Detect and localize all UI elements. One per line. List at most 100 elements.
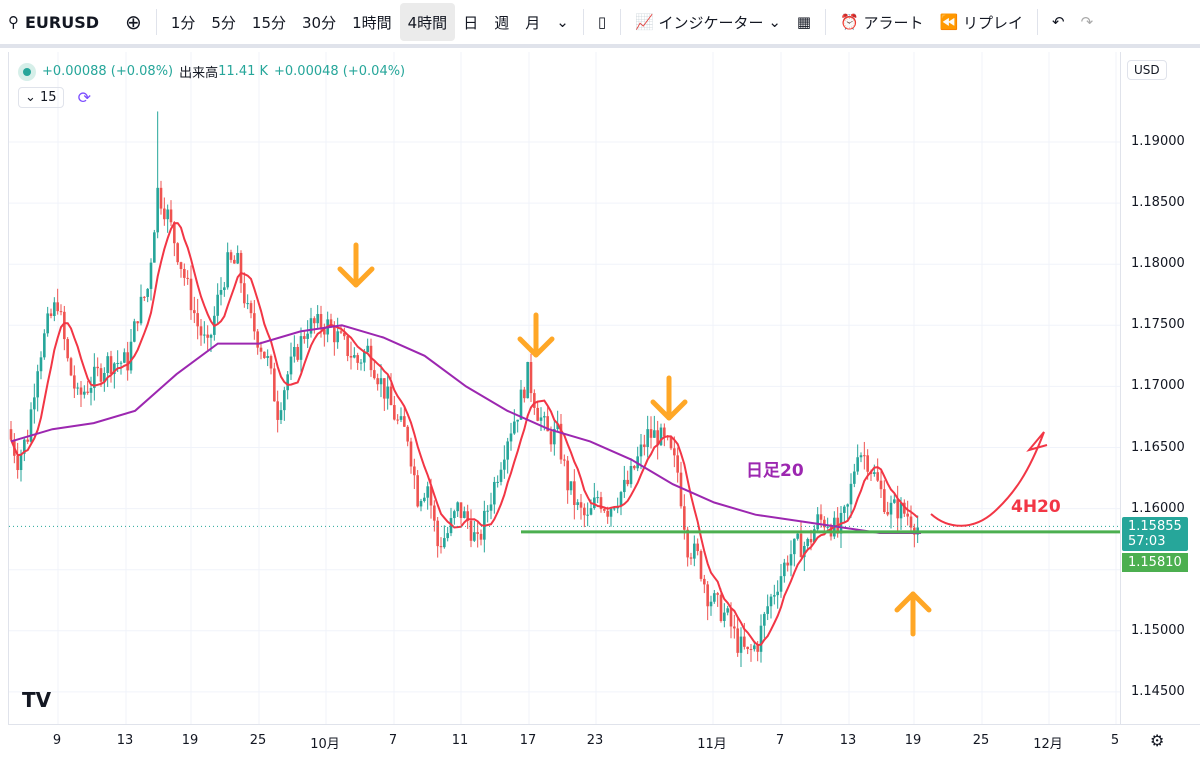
time-tick: 23	[586, 733, 604, 748]
candle-body	[649, 429, 653, 438]
candle-body	[133, 321, 136, 342]
candle-body	[673, 448, 676, 456]
candle-body	[179, 262, 183, 269]
price-axis[interactable]: USD 1.19000 1.18500 1.18000 1.17500 1.17000 1…	[1120, 52, 1200, 724]
candle-body	[879, 480, 883, 490]
candle-body	[669, 437, 673, 449]
candle-body	[383, 378, 386, 399]
candle-body	[889, 502, 893, 515]
indicator-row: ⌄ 15 ⟳	[18, 87, 91, 108]
settings-icon[interactable]: ⚙	[1150, 731, 1165, 750]
tradingview-logo: TV	[22, 688, 52, 712]
candle-body	[873, 472, 876, 474]
candle-body	[286, 374, 289, 391]
candle-body	[333, 326, 336, 343]
candle-body	[279, 410, 283, 420]
time-tick: 12月	[1033, 737, 1063, 752]
candle-body	[693, 543, 696, 559]
interval-5[interactable]: 4時間	[399, 3, 456, 41]
ma-length-toggle[interactable]: ⌄ 15	[18, 87, 64, 108]
candle-body	[323, 329, 326, 335]
candle-body	[153, 232, 156, 263]
candle-body	[469, 520, 473, 541]
change-value: +0.00088 (+0.08%)	[42, 64, 174, 79]
chevron-down-icon[interactable]: ⌄	[556, 13, 569, 31]
candle-body	[33, 397, 36, 410]
redo-icon[interactable]: ↷	[1080, 13, 1094, 31]
volume-label: 出来高	[179, 66, 219, 81]
candle-body	[496, 481, 499, 483]
currency-selector[interactable]: USD	[1127, 60, 1167, 80]
candle-body	[736, 628, 739, 653]
candle-body	[69, 358, 73, 376]
price-tick: 1.15000	[1131, 622, 1185, 638]
candle-body	[289, 356, 293, 375]
candle-body	[779, 576, 783, 592]
candle-body	[156, 187, 159, 233]
candle-body	[173, 222, 176, 244]
interval-3[interactable]: 30分	[302, 13, 337, 32]
candle-body	[619, 492, 623, 507]
candle-body	[856, 457, 859, 472]
refresh-icon[interactable]: ⟳	[77, 88, 91, 107]
candle-body	[886, 511, 889, 515]
candle-body	[59, 311, 63, 313]
candle-body	[569, 481, 573, 491]
candle-body	[309, 318, 313, 334]
candle-body	[389, 386, 393, 406]
candle-body	[576, 502, 579, 505]
candle-body	[613, 508, 616, 510]
candle-body	[246, 303, 249, 305]
candle-body	[579, 502, 583, 508]
time-tick: 17	[519, 733, 537, 748]
interval-1[interactable]: 5分	[211, 13, 236, 32]
candle-body	[749, 649, 753, 651]
candle-body	[683, 506, 686, 530]
time-tick: 19	[904, 733, 922, 748]
candle-body	[686, 529, 689, 558]
interval-8[interactable]: 月	[525, 13, 541, 32]
candle-body	[209, 334, 213, 338]
candle-body	[729, 608, 733, 627]
candle-body	[826, 526, 829, 528]
candle-body	[863, 455, 866, 457]
price-tick: 1.16500	[1131, 439, 1185, 455]
price-chart[interactable]: 日足20 4H20	[9, 52, 1121, 724]
candle-body	[199, 326, 203, 336]
symbol-search[interactable]: ⚲ EURUSD	[8, 12, 100, 32]
candle-body	[859, 455, 863, 458]
candle-style-icon[interactable]: ▯	[597, 13, 607, 31]
interval-0[interactable]: 1分	[170, 13, 196, 32]
candle-body	[206, 334, 209, 338]
candle-body	[646, 429, 649, 447]
candle-body	[89, 387, 93, 393]
candle-body	[453, 511, 456, 519]
candle-body	[633, 465, 636, 469]
candle-body	[726, 608, 729, 613]
alert-button[interactable]: ⏰ アラート	[840, 13, 924, 32]
replay-button[interactable]: ⏪ リプレイ	[939, 13, 1024, 32]
candle-body	[269, 356, 273, 369]
candle-body	[186, 277, 189, 279]
layouts-icon[interactable]: ▦	[796, 13, 812, 31]
indicators-button[interactable]: 📈 インジケーター ⌄	[635, 13, 781, 32]
candle-body	[119, 362, 123, 364]
undo-icon[interactable]: ↶	[1052, 13, 1065, 31]
candle-body	[239, 252, 243, 284]
chart-pane[interactable]: 日足20 4H20	[8, 52, 1121, 724]
interval-4[interactable]: 1時間	[352, 13, 392, 32]
interval-2[interactable]: 15分	[251, 13, 286, 32]
compare-button[interactable]: ⊕	[125, 10, 142, 34]
candle-body	[36, 371, 39, 398]
time-axis[interactable]: ⚙ 9 13 19 25 10月 7 11 17 23 11月 7 13 19 25 12月 5	[8, 724, 1200, 768]
candle-body	[523, 389, 526, 399]
candle-body	[359, 362, 363, 364]
candle-body	[473, 532, 476, 541]
time-tick: 13	[839, 733, 857, 748]
candle-body	[436, 520, 439, 547]
orange-arrow-icon	[337, 266, 375, 288]
candle-body	[373, 370, 376, 379]
interval-6[interactable]: 日	[463, 13, 479, 32]
interval-7[interactable]: 週	[494, 13, 510, 32]
candle-body	[526, 361, 529, 399]
